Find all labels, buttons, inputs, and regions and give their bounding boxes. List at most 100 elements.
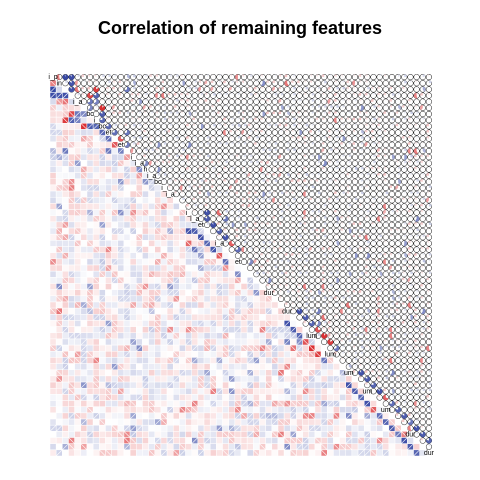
shade-hatch — [203, 270, 211, 278]
shade-cell — [55, 332, 63, 340]
shade-cell — [203, 307, 211, 315]
shade-cell — [283, 406, 291, 414]
shade-cell — [179, 400, 186, 407]
pie-slice — [182, 148, 186, 152]
shade-cell — [74, 363, 82, 370]
pie-outline — [247, 141, 254, 148]
shade-cell — [234, 437, 242, 444]
pie-outline — [395, 147, 402, 155]
shade-hatch — [296, 400, 303, 407]
pie-outline — [167, 80, 174, 87]
shade-hatch — [197, 375, 205, 383]
pie-slice — [157, 123, 159, 127]
pie-slice — [250, 74, 253, 78]
shade-cell — [179, 344, 186, 352]
shade-hatch — [240, 388, 248, 395]
pie-slice — [361, 197, 364, 201]
shade-hatch — [92, 357, 100, 364]
pie-slice — [237, 185, 240, 188]
shade-cell — [197, 412, 205, 420]
shade-cell — [203, 326, 211, 334]
shade-cell — [92, 301, 100, 309]
pie-slice — [352, 129, 355, 133]
pie-slice — [353, 185, 355, 188]
shade-cell — [49, 178, 57, 186]
pie-slice — [396, 160, 399, 164]
pie-slice — [133, 74, 137, 78]
pie-slice — [236, 197, 238, 201]
pie-slice — [241, 74, 245, 78]
shade-cell — [142, 270, 149, 278]
shade-cell — [382, 431, 390, 438]
shade-hatch — [197, 246, 205, 253]
pie-slice — [250, 160, 253, 164]
pie-slice — [421, 166, 423, 170]
pie-slice — [268, 185, 271, 188]
shade-cell — [99, 394, 106, 401]
shade-cell — [55, 110, 63, 118]
pie-slice — [305, 148, 308, 152]
shade-cell — [179, 431, 186, 438]
pie-slice — [143, 111, 146, 115]
shade-cell — [148, 351, 155, 358]
pie-slice — [316, 215, 319, 219]
shade-cell — [154, 332, 162, 340]
pie-slice — [377, 86, 380, 90]
shade-cell — [277, 437, 285, 444]
shade-hatch — [49, 104, 57, 112]
shade-cell — [209, 418, 217, 426]
shade-cell — [105, 314, 112, 321]
pie-slice — [157, 154, 160, 158]
shade-cell — [197, 363, 205, 370]
pie-slice — [250, 222, 251, 225]
shade-cell — [327, 394, 334, 401]
pie-outline — [191, 166, 198, 173]
shade-cell — [117, 437, 125, 444]
shade-cell — [160, 314, 168, 321]
shade-hatch — [234, 326, 242, 333]
shade-cell — [283, 351, 291, 358]
shade-hatch — [191, 246, 199, 253]
shade-cell — [142, 443, 149, 451]
shade-cell — [222, 424, 229, 432]
pie-outline — [247, 98, 254, 105]
pie-slice — [262, 191, 266, 197]
shade-hatch — [234, 307, 242, 315]
pie-slice — [207, 191, 210, 197]
pie-slice — [188, 111, 192, 117]
shade-cell — [154, 406, 162, 414]
shade-cell — [246, 424, 254, 432]
shade-cell — [253, 295, 260, 303]
shade-cell — [376, 449, 383, 457]
shade-cell — [68, 227, 75, 235]
shade-cell — [185, 412, 192, 420]
shade-hatch — [49, 147, 57, 155]
pie-slice — [428, 185, 432, 188]
shade-cell — [99, 227, 106, 235]
shade-cell — [55, 166, 63, 173]
shade-hatch — [136, 344, 143, 352]
shade-cell — [105, 258, 112, 266]
pie-slice — [341, 185, 343, 188]
pie-slice — [114, 123, 118, 127]
pie-slice — [324, 215, 327, 219]
shade-cell — [166, 320, 174, 327]
shade-hatch — [136, 289, 143, 297]
shade-hatch — [74, 153, 82, 161]
shade-hatch — [265, 338, 273, 346]
pie-slice — [244, 234, 247, 238]
shade-cell — [117, 326, 125, 334]
shade-cell — [129, 178, 137, 186]
shade-cell — [234, 431, 242, 438]
pie-slice — [422, 86, 426, 92]
shade-cell — [166, 375, 174, 383]
pie-slice — [224, 98, 226, 102]
shade-cell — [117, 344, 125, 352]
shade-cell — [172, 252, 180, 260]
shade-cell — [86, 332, 94, 340]
shade-hatch — [129, 437, 137, 444]
pie-slice — [287, 203, 291, 207]
pie-slice — [379, 178, 380, 182]
shade-cell — [92, 344, 100, 352]
shade-hatch — [209, 400, 217, 407]
